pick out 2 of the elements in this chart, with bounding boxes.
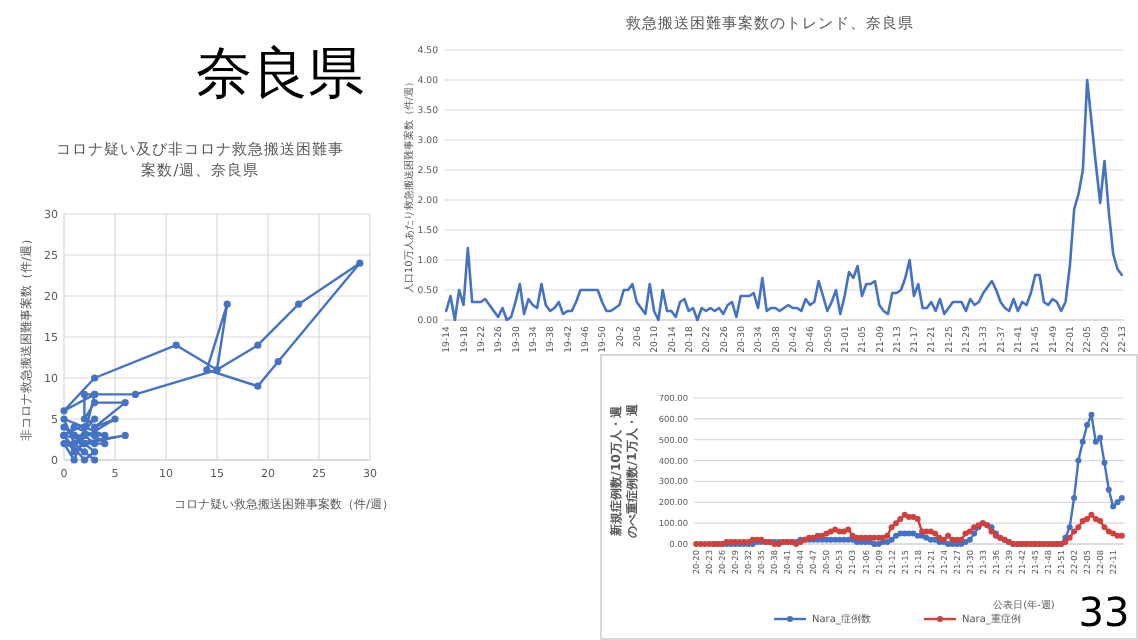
text: 33 [1078, 588, 1130, 636]
text: 奈良県 [196, 40, 364, 106]
